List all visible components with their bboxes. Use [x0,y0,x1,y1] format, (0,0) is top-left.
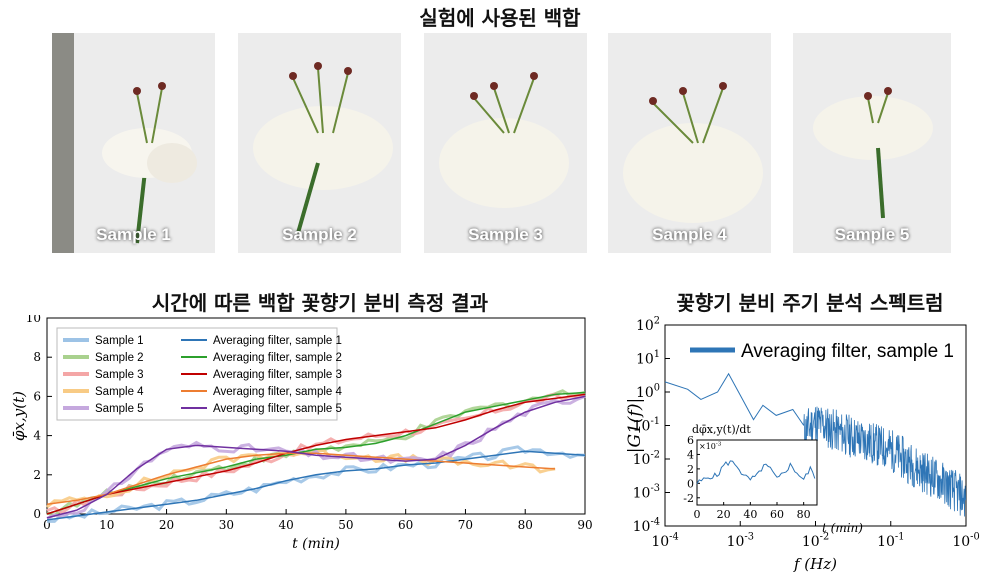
inset-line [696,460,816,485]
spectrum-chart: 10-4 10-3 10-2 10-1 100 101 102 10-4 10-3 10-2 10-… [625,316,980,573]
y-axis-label: φ̄x,y(t) [10,391,28,441]
x-tick-label: 80 [518,518,533,532]
x-tick-label: 30 [219,518,234,532]
sample-label: Sample 2 [282,225,357,244]
series-line [47,445,586,523]
legend-label: Averaging filter, sample 2 [213,352,342,364]
y-tick-label: 10-2 [633,450,660,468]
legend-label: Sample 3 [95,369,144,381]
legend-label: Averaging filter, sample 4 [213,386,343,398]
y-tick-label: 100 [636,383,660,401]
series-line [46,450,586,521]
y-tick-label: 10 [26,315,41,325]
legend: Averaging filter, sample 1 [690,341,954,362]
y-tick-label: 4 [33,429,41,443]
inset-x-label: t (min) [822,521,863,535]
y-axis-label: |G1(f)| [625,398,645,453]
x-tick-label: 0 [43,518,51,532]
y-tick-label: 10-3 [633,483,660,501]
y-tick-label: 102 [636,316,660,334]
inset-x-tick-label: 60 [770,508,784,521]
x-tick-label: 90 [577,518,592,532]
inset-x-tick-label: 40 [743,508,757,521]
inset-y-tick-label: 2 [687,463,694,476]
sample-label: Sample 4 [652,225,727,244]
y-tick-label: 10-1 [633,416,660,434]
x-tick-label: 60 [398,518,413,532]
x-axis-label: f (Hz) [793,555,837,573]
x-tick-label: 70 [458,518,473,532]
series-line [46,393,586,515]
lily-illustration [102,82,197,244]
photos-title: 실험에 사용된 백합 [419,6,581,30]
inset-exponent: ×10-3 [699,441,722,451]
chart2-title: 꽃향기 분비 주기 분석 스펙트럼 [676,291,944,315]
y-tick-label: 0 [33,507,41,521]
y-tick-label: 8 [33,350,41,364]
y-tick-label: 101 [636,349,660,367]
scent-time-chart: 0 2 4 6 8 10 0 10 20 30 40 50 60 70 80 90 t (min) φ̄x,y(t… [10,315,593,552]
inset-y-tick-label: -2 [683,492,694,505]
legend: Sample 1 Sample 2 Sample 3 Sample 4 Sample 5… [56,327,343,421]
legend-label: Averaging filter, sample 1 [213,335,342,347]
inset-y-tick-label: 0 [687,477,694,490]
chart1-title: 시간에 따른 백합 꽃향기 분비 측정 결과 [151,291,489,315]
ruler [52,33,74,253]
inset-y-label: dφ̄x,y(t)/dt [692,423,751,436]
legend-label: Averaging filter, sample 5 [213,403,342,415]
series-line [46,395,586,519]
sample-label: Sample 3 [468,225,543,244]
lily-illustration [623,82,763,223]
x-tick-label: 40 [278,518,293,532]
legend-label: Sample 5 [95,403,144,415]
legend-label: Sample 4 [95,386,144,398]
x-tick-label: 10-3 [727,532,754,550]
inset-y-tick-label: 6 [687,434,694,447]
photo-sample-5: Sample 5 [793,33,951,253]
lily-illustration [439,72,569,208]
y-tick-label: 2 [33,468,41,482]
x-tick-label: 10-2 [802,532,829,550]
spectrum-noise [803,406,966,517]
sample-label: Sample 1 [96,225,171,244]
inset-frame [696,439,818,506]
x-axis-label: t (min) [292,536,340,552]
legend-label: Sample 2 [95,352,144,364]
legend-label: Averaging filter, sample 3 [213,369,342,381]
sample-label: Sample 5 [834,225,910,244]
inset-x-tick-label: 80 [797,508,811,521]
x-tick-label: 20 [159,518,174,532]
photo-sample-1: Sample 1 [52,33,215,253]
inset-x-tick-label: 0 [694,508,701,521]
photo-sample-2: Sample 2 [238,33,401,253]
photo-sample-4: Sample 4 [608,33,771,253]
spectrum-line [664,372,805,426]
y-tick-label: 6 [33,389,41,403]
lily-illustration [813,87,933,219]
x-tick-label: 10 [99,518,114,532]
series-line [46,392,586,515]
x-tick-label: 10-1 [877,532,904,550]
photo-sample-3: Sample 3 [424,33,587,253]
inset-x-tick-label: 20 [717,508,731,521]
legend-label: Averaging filter, sample 1 [741,341,954,362]
series-line [46,391,586,515]
legend-label: Sample 1 [95,335,144,347]
y-tick-label: 10-4 [633,517,660,535]
x-tick-label: 10-4 [651,532,678,550]
lily-illustration [253,62,393,234]
x-tick-label: 10-0 [952,532,979,550]
inset-y-tick-label: 4 [687,448,694,461]
x-tick-label: 50 [338,518,353,532]
